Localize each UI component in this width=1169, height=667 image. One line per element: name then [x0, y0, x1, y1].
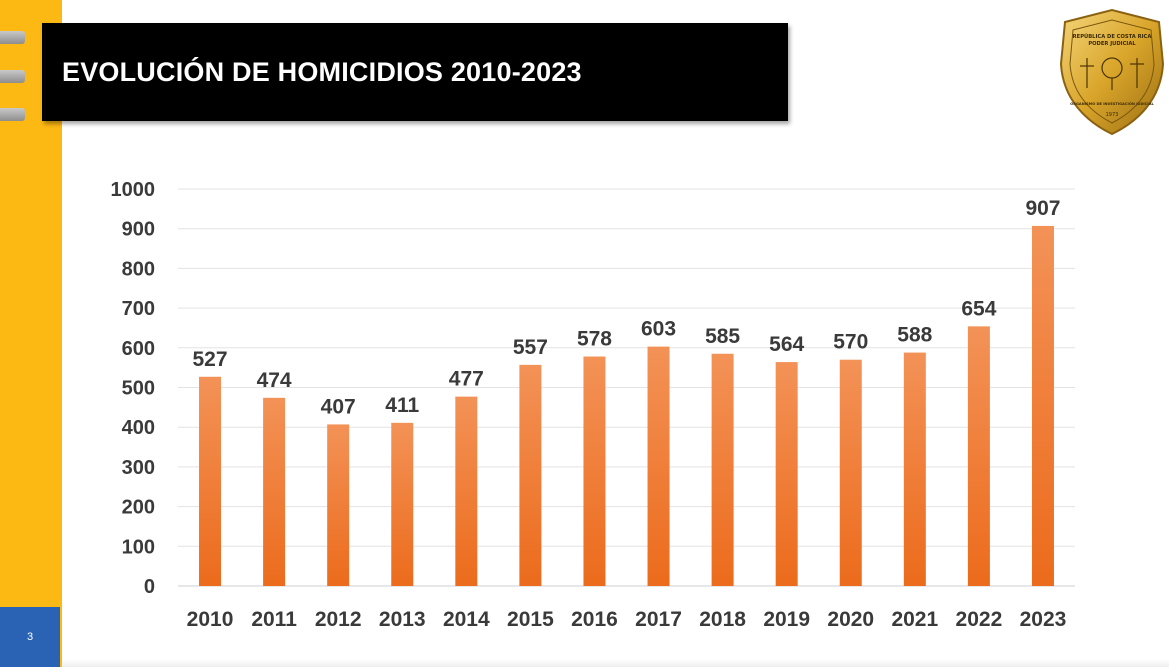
x-tick-2014: 2014: [443, 608, 490, 631]
data-label-2013: 411: [385, 394, 419, 417]
data-label-2022: 654: [961, 297, 996, 320]
y-tick-1000: 1000: [111, 179, 156, 201]
data-label-2021: 588: [897, 324, 932, 347]
title-bar: EVOLUCIÓN DE HOMICIDIOS 2010-2023: [42, 23, 788, 121]
data-label-2019: 564: [769, 333, 804, 356]
x-tick-2015: 2015: [507, 608, 554, 631]
data-label-2023: 907: [1025, 197, 1060, 220]
bottom-shade: [62, 659, 1169, 667]
data-label-2016: 578: [577, 328, 612, 351]
y-tick-100: 100: [122, 536, 155, 558]
y-tick-0: 0: [144, 576, 155, 598]
side-tab-3[interactable]: [0, 108, 25, 121]
bar-2015: [519, 364, 542, 586]
data-label-2020: 570: [833, 331, 868, 354]
badge-shield-shape: [1059, 8, 1165, 136]
data-label-2017: 603: [641, 318, 676, 341]
x-tick-2016: 2016: [571, 608, 618, 631]
x-tick-2012: 2012: [315, 608, 362, 631]
data-label-2011: 474: [257, 369, 292, 392]
y-tick-600: 600: [122, 338, 155, 360]
data-label-2012: 407: [321, 395, 356, 418]
page-number: 3: [26, 631, 34, 643]
badge-text-republic: REPÚBLICA DE COSTA RICA: [1073, 33, 1152, 40]
x-tick-2019: 2019: [763, 608, 810, 631]
badge-text-oij: ORGANISMO DE INVESTIGACIÓN JUDICIAL: [1070, 101, 1154, 106]
data-label-2018: 585: [705, 325, 740, 348]
y-tick-800: 800: [122, 258, 155, 280]
y-tick-200: 200: [122, 497, 155, 519]
badge-text-year: 1973: [1106, 112, 1119, 118]
x-tick-2020: 2020: [827, 608, 874, 631]
y-tick-900: 900: [122, 219, 155, 241]
page-title: EVOLUCIÓN DE HOMICIDIOS 2010-2023: [62, 56, 582, 87]
x-axis-ticks: 2010 2011 2012 2013 2014 2015 2016 2017 2018 2019…: [187, 608, 1067, 631]
bar-2011: [263, 397, 286, 586]
bar-2014: [455, 396, 478, 586]
y-axis-ticks: 0 100 200 300 400 500 600 700 800 900 1000: [111, 179, 156, 598]
bar-2018: [711, 353, 734, 586]
y-tick-700: 700: [122, 298, 155, 320]
data-label-2014: 477: [449, 368, 484, 391]
x-tick-2021: 2021: [891, 608, 938, 631]
x-tick-2023: 2023: [1020, 608, 1067, 631]
x-tick-2022: 2022: [956, 608, 1003, 631]
side-tab-2[interactable]: [0, 70, 25, 83]
y-tick-500: 500: [122, 378, 155, 400]
bar-2017: [647, 346, 670, 586]
badge-text-poder: PODER JUDICIAL: [1088, 41, 1136, 47]
chart-grid: [178, 188, 1075, 587]
x-tick-2013: 2013: [379, 608, 426, 631]
x-tick-2010: 2010: [187, 608, 234, 631]
bar-2021: [903, 352, 926, 586]
chart-data-labels: 527 474 407 411 477 557 578 603 585 564 570 588 654 9…: [193, 197, 1061, 418]
bar-2012: [327, 424, 350, 586]
bar-2016: [583, 356, 606, 586]
badge-emblem-icon: [1080, 57, 1144, 90]
page-number-box: 3: [0, 607, 60, 667]
x-tick-2011: 2011: [251, 608, 297, 631]
x-tick-2018: 2018: [699, 608, 746, 631]
x-tick-2017: 2017: [635, 608, 682, 631]
y-tick-400: 400: [122, 417, 155, 439]
data-label-2015: 557: [513, 336, 548, 359]
data-label-2010: 527: [193, 348, 228, 371]
bar-2010: [199, 376, 222, 586]
chart-bars: [199, 225, 1054, 586]
bar-2023: [1031, 225, 1054, 586]
y-tick-300: 300: [122, 457, 155, 479]
bar-2022: [967, 326, 990, 586]
oij-badge-logo: REPÚBLICA DE COSTA RICA PODER JUDICIAL O…: [1059, 8, 1165, 136]
bar-2013: [391, 422, 414, 586]
bar-2020: [839, 359, 862, 586]
side-tab-1[interactable]: [0, 31, 25, 44]
bar-2019: [775, 362, 798, 586]
